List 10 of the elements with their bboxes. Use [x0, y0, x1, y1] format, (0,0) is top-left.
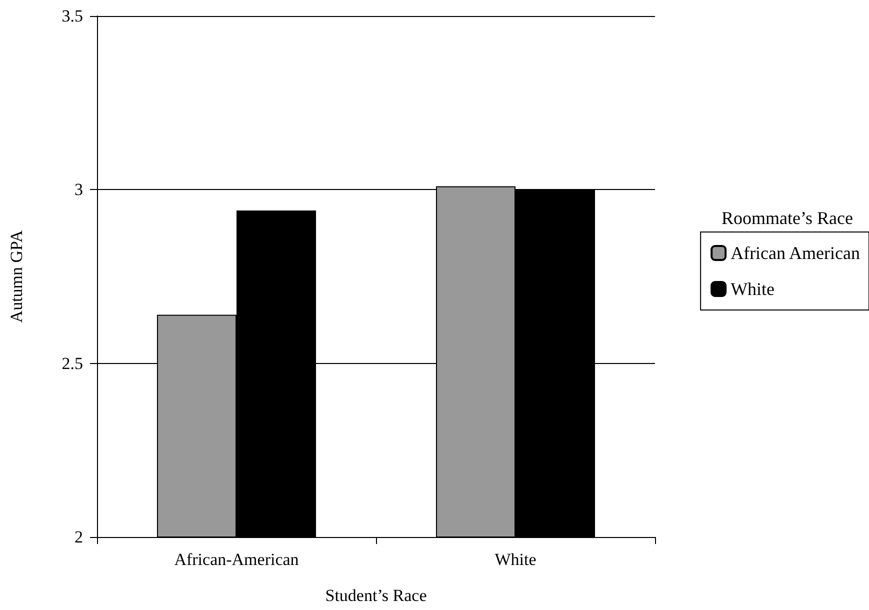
y-axis-title: Autumn GPA: [7, 230, 26, 323]
y-tick-label: 2: [74, 528, 83, 546]
x-axis-title: Student’s Race: [325, 586, 427, 605]
legend-label: African American: [730, 243, 860, 263]
legend-title: Roommate’s Race: [722, 208, 854, 228]
y-tick-label: 2.5: [62, 354, 83, 373]
y-tick-label: 3: [74, 180, 83, 200]
x-tick-label: African-American: [174, 550, 300, 569]
y-tick-label: 3.5: [62, 6, 83, 26]
legend-label: White: [730, 279, 775, 299]
